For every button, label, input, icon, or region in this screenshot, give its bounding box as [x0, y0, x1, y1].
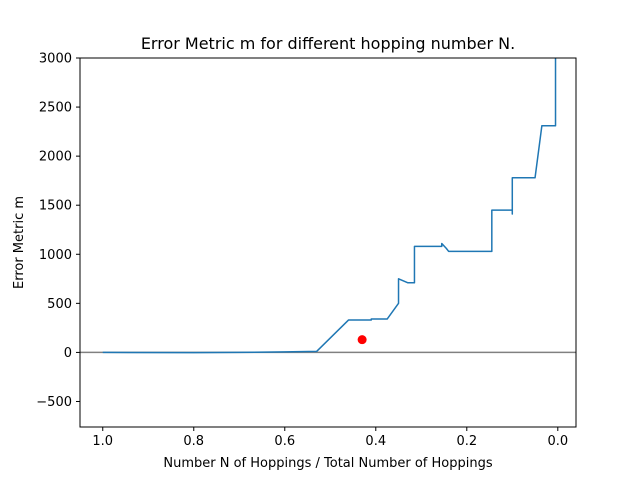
x-tick-label: 0.8 [183, 434, 204, 449]
x-tick-label: 0.4 [365, 434, 386, 449]
highlight-point [357, 335, 367, 345]
y-tick-label: 1500 [39, 199, 72, 214]
x-axis-title: Number N of Hoppings / Total Number of H… [163, 456, 492, 471]
y-tick-label: 1000 [39, 248, 72, 263]
series-line-1 [102, 58, 557, 354]
y-axis-title: Error Metric m [12, 196, 27, 289]
x-tick-label: 0.2 [456, 434, 477, 449]
x-tick-label: 1.0 [92, 434, 113, 449]
x-tick-label: 0.0 [547, 434, 568, 449]
y-axis: −500 0 500 1000 1500 2000 2500 3000 [36, 52, 80, 410]
x-tick-label: 0.6 [274, 434, 295, 449]
x-axis: 1.0 0.8 0.6 0.4 0.2 0.0 [92, 427, 568, 449]
plot-area [80, 58, 576, 354]
y-tick-label: 500 [47, 297, 72, 312]
y-tick-label: −500 [36, 395, 72, 410]
y-tick-label: 0 [64, 346, 72, 361]
y-tick-label: 2500 [39, 101, 72, 116]
y-tick-label: 3000 [39, 52, 72, 67]
chart-title: Error Metric m for different hopping num… [141, 34, 515, 53]
axes-frame [79, 57, 577, 428]
y-tick-label: 2000 [39, 150, 72, 165]
